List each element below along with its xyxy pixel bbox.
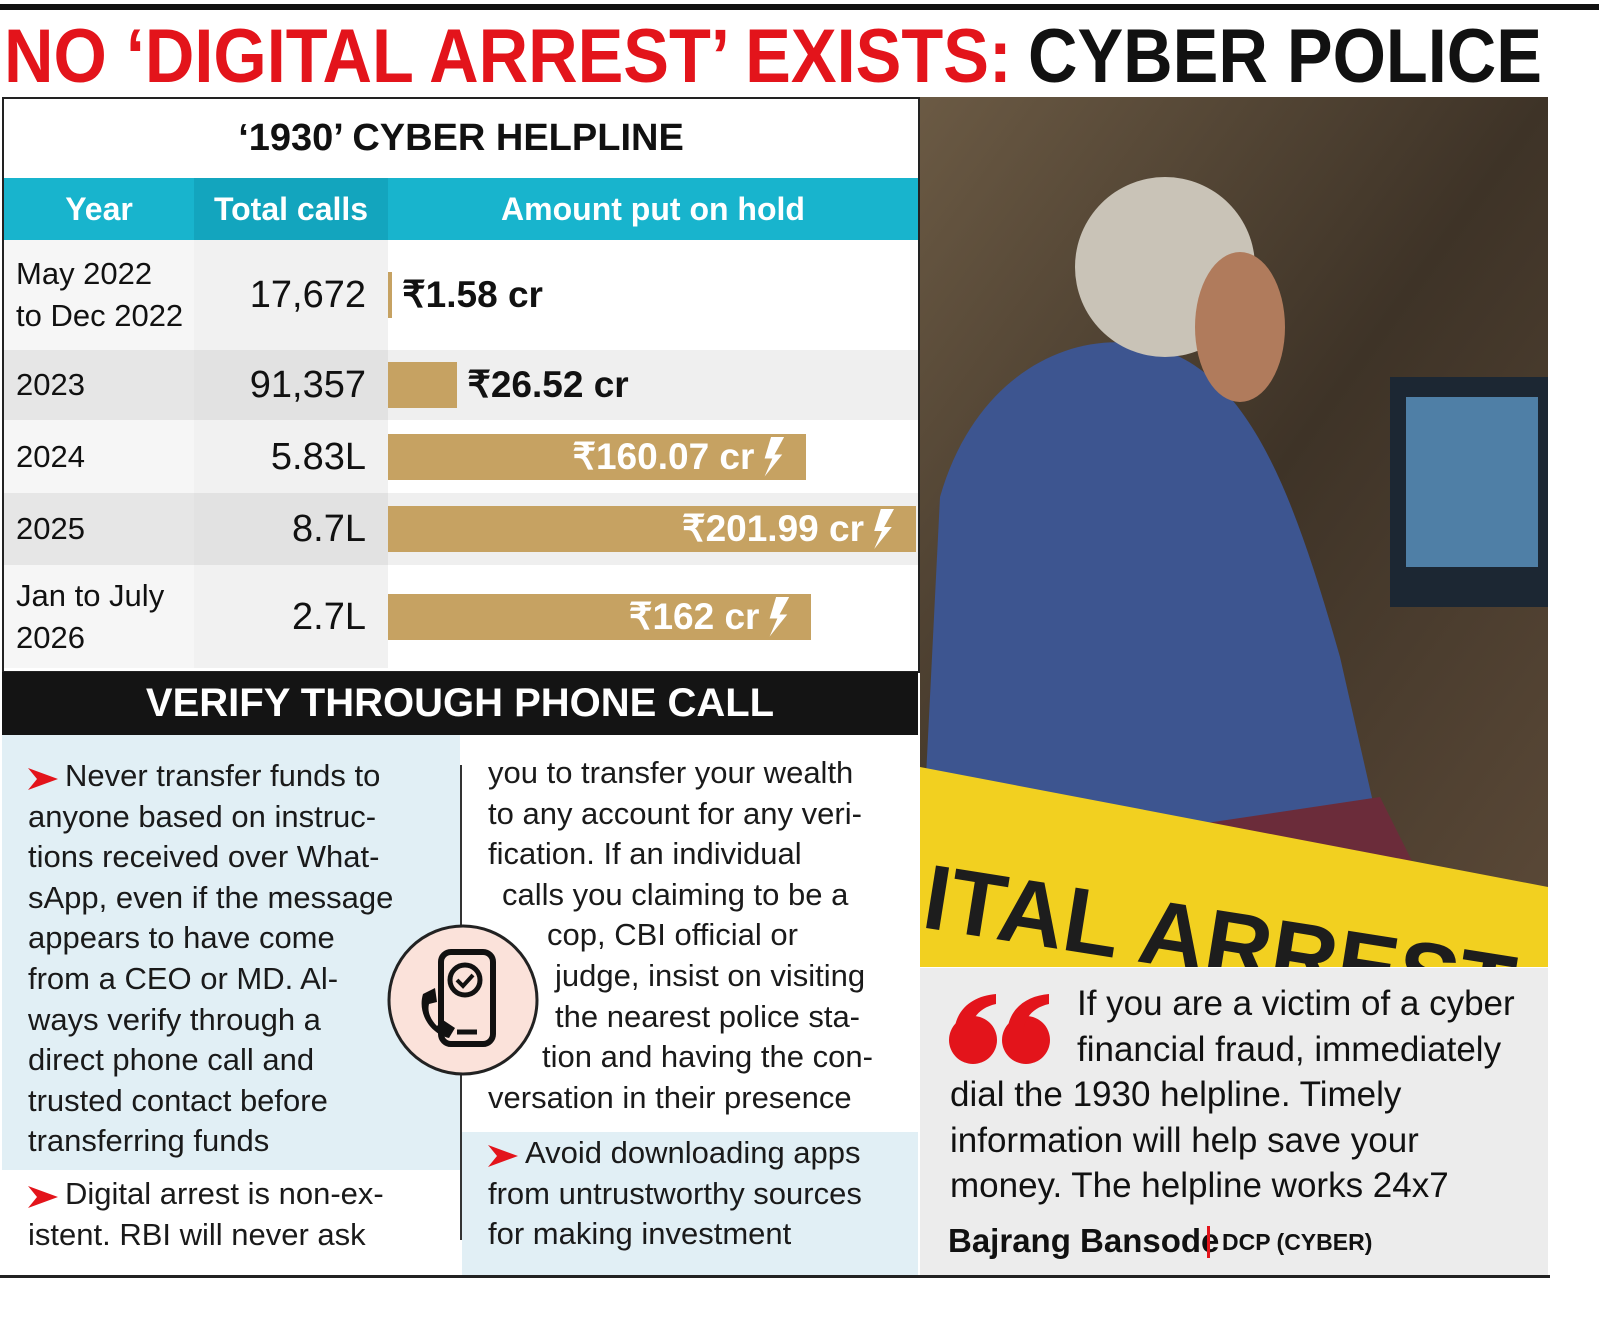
headline-black: CYBER POLICE xyxy=(1028,14,1542,96)
table-header xyxy=(4,178,918,240)
tip-line: trusted contact before xyxy=(28,1082,328,1118)
tip-line: Digital arrest is non-ex- xyxy=(65,1176,384,1211)
tip-line: Avoid downloading apps xyxy=(525,1135,861,1170)
calls-cell: 17,672 xyxy=(249,274,366,316)
tip-line: cop, CBI official or xyxy=(547,917,798,953)
bullet-arrow xyxy=(28,1186,58,1208)
quote-line: information will help save your xyxy=(950,1120,1419,1160)
year-cell-bg xyxy=(4,240,194,350)
quote-line: If you are a victim of a cyber xyxy=(1077,984,1515,1023)
tip-line: anyone based on instruc- xyxy=(28,798,377,834)
quote-line: dial the 1930 helpline. Timely xyxy=(950,1075,1402,1114)
quote-name: Bajrang Bansode xyxy=(948,1222,1220,1259)
bottom-rule xyxy=(0,1275,1550,1278)
phone-icon xyxy=(387,924,539,1076)
photo: ITAL ARREST xyxy=(920,97,1548,967)
headline: NO ‘DIGITAL ARREST’ EXISTS:CYBER POLICE xyxy=(4,14,1542,96)
year-cell: to Dec 2022 xyxy=(16,298,184,333)
calls-cell-bg xyxy=(194,493,388,565)
headline-text: NO ‘DIGITAL ARREST’ EXISTS:CYBER POLICE xyxy=(4,14,1542,96)
tip-line: istent. RBI will never ask xyxy=(28,1216,366,1252)
quote-line: financial fraud, immediately xyxy=(1077,1029,1502,1069)
year-cell: 2023 xyxy=(16,367,85,402)
tip-line: tion and having the con- xyxy=(542,1039,873,1075)
year-cell: 2025 xyxy=(16,511,85,546)
calls-cell: 8.7L xyxy=(292,508,366,550)
tip-bg xyxy=(2,735,460,1170)
bar xyxy=(388,506,916,552)
tip-line: appears to have come xyxy=(28,920,335,956)
quote-mark xyxy=(949,994,1050,1064)
tip-line: versation in their presence xyxy=(488,1079,852,1115)
tip-line: direct phone call and xyxy=(28,1042,315,1078)
column-header: Amount put on hold xyxy=(501,191,805,227)
tip-line: calls you claiming to be a xyxy=(502,876,849,912)
bar xyxy=(388,593,812,640)
amount-label: ₹1.58 cr xyxy=(402,274,543,315)
amount-label: ₹26.52 cr xyxy=(467,364,629,405)
top-rule xyxy=(0,4,1599,10)
tip-line: the nearest police sta- xyxy=(555,998,861,1034)
calls-cell: 2.7L xyxy=(292,595,366,638)
tip-line: from a CEO or MD. Al- xyxy=(28,961,339,996)
bar xyxy=(388,433,807,480)
bar xyxy=(388,272,393,318)
tip-line: to any account for any veri- xyxy=(488,795,862,831)
calls-cell: 5.83L xyxy=(270,435,366,478)
quote-line: money. The helpline works 24x7 xyxy=(950,1166,1449,1205)
calls-cell-bg xyxy=(194,350,388,420)
column-header: Year xyxy=(65,191,133,227)
headline-red: NO ‘DIGITAL ARREST’ EXISTS: xyxy=(4,14,1012,96)
tip-line: for making investment xyxy=(488,1216,792,1252)
tip-line: judge, insist on visiting xyxy=(555,958,866,993)
amount-label: ₹160.07 cr xyxy=(572,435,755,477)
tip-line: transferring funds xyxy=(28,1123,270,1159)
calls-cell-bg xyxy=(194,420,388,493)
calls-cell-bg xyxy=(194,565,388,668)
year-cell-bg xyxy=(4,493,194,565)
tip-line: sApp, even if the message xyxy=(28,879,394,915)
table-title: ‘1930’ CYBER HELPLINE xyxy=(238,117,684,159)
tip-line: Never transfer funds to xyxy=(65,758,381,793)
calls-cell-bg xyxy=(194,240,388,350)
year-cell: 2024 xyxy=(16,438,85,474)
tip-line: you to transfer your wealth xyxy=(488,755,854,790)
tip-line: fication. If an individual xyxy=(488,836,802,872)
amount-label: ₹162 cr xyxy=(628,595,760,637)
calls-cell: 91,357 xyxy=(249,364,366,406)
tip-line: ways verify through a xyxy=(28,1001,321,1037)
tip-line: from untrustworthy sources xyxy=(488,1175,862,1211)
year-cell-bg xyxy=(4,565,194,668)
tip-bg xyxy=(462,1132,918,1275)
year-cell-bg xyxy=(4,350,194,420)
tips-title: VERIFY THROUGH PHONE CALL xyxy=(2,672,918,735)
tip-line: tions received over What- xyxy=(28,839,380,875)
year-cell: May 2022 xyxy=(16,256,153,291)
bar xyxy=(388,362,458,408)
year-cell: Jan to July xyxy=(16,577,165,613)
amount-label: ₹201.99 cr xyxy=(682,508,864,549)
year-cell-bg xyxy=(4,420,194,493)
quote-role: DCP (CYBER) xyxy=(1222,1229,1373,1255)
separator xyxy=(1207,1226,1210,1258)
year-cell: 2026 xyxy=(16,619,85,655)
column-header: Total calls xyxy=(194,178,388,240)
